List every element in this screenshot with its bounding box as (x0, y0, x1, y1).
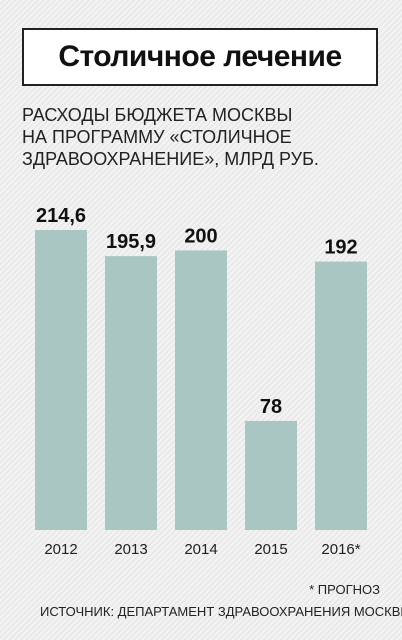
value-label: 195,9 (106, 231, 156, 253)
subtitle-line: ЗДРАВООХРАНЕНИЕ», МЛРД РУБ. (22, 149, 319, 169)
subtitle: РАСХОДЫ БЮДЖЕТА МОСКВЫ НА ПРОГРАММУ «СТО… (22, 104, 319, 170)
bar (315, 261, 367, 530)
value-label: 200 (184, 225, 217, 247)
x-tick-label: 2013 (114, 541, 147, 558)
subtitle-line: НА ПРОГРАММУ «СТОЛИЧНОЕ (22, 127, 292, 147)
value-label: 214,6 (36, 205, 86, 227)
bar (175, 250, 227, 530)
subtitle-line: РАСХОДЫ БЮДЖЕТА МОСКВЫ (22, 105, 293, 125)
bar (35, 230, 87, 530)
x-tick-label: 2016* (321, 541, 360, 558)
x-tick-label: 2014 (184, 541, 217, 558)
bar (245, 420, 297, 530)
chart-title: Столичное лечение (22, 28, 378, 86)
source: ИСТОЧНИК: ДЕПАРТАМЕНТ ЗДРАВООХРАНЕНИЯ МО… (40, 604, 402, 619)
value-label: 78 (260, 396, 282, 418)
x-tick-label: 2012 (44, 541, 77, 558)
x-tick-label: 2015 (254, 541, 287, 558)
note: * ПРОГНОЗ (309, 582, 380, 597)
value-label: 192 (324, 237, 357, 259)
bar (105, 256, 157, 530)
